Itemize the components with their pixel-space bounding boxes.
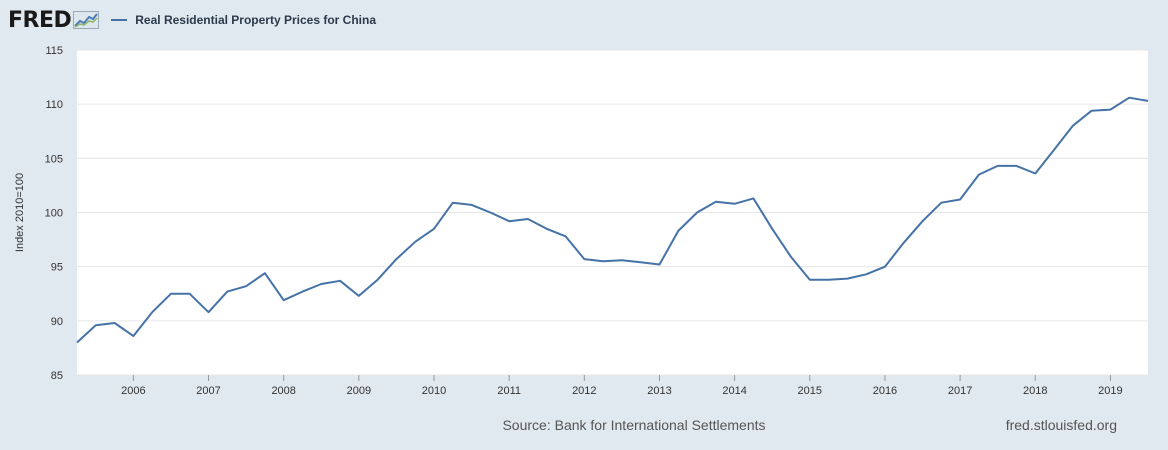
chart-header: FRED Real Residential Property Prices fo…: [8, 6, 376, 34]
x-tick-label: 2007: [196, 385, 220, 397]
x-tick-label: 2013: [647, 385, 671, 397]
y-axis-ticks: 85 90 95 100 105 110 115: [45, 45, 63, 382]
y-axis-label: Index 2010=100: [14, 173, 26, 252]
gridlines: [77, 49, 1148, 376]
y-tick-label: 105: [45, 153, 63, 165]
y-tick-label: 115: [45, 45, 63, 57]
x-tick-label: 2017: [948, 385, 972, 397]
series-line[interactable]: [76, 96, 1149, 344]
fred-logo-text: FRED: [8, 7, 72, 33]
x-tick-label: 2011: [497, 385, 521, 397]
source-note: Source: Bank for International Settlemen…: [502, 417, 766, 433]
x-tick-label: 2010: [422, 385, 446, 397]
fred-logo[interactable]: FRED: [8, 7, 100, 33]
x-tick-label: 2006: [121, 385, 145, 397]
x-tick-label: 2008: [271, 385, 295, 397]
x-tick-label: 2018: [1023, 385, 1047, 397]
x-tick-label: 2016: [873, 385, 897, 397]
x-tick-label: 2019: [1098, 385, 1122, 397]
y-tick-label: 90: [51, 316, 63, 328]
legend: Real Residential Property Prices for Chi…: [111, 13, 376, 27]
legend-swatch: [111, 19, 128, 21]
y-tick-label: 110: [45, 99, 63, 111]
x-tick-label: 2014: [722, 385, 746, 397]
y-tick-label: 95: [51, 262, 63, 274]
x-tick-label: 2009: [347, 385, 371, 397]
trend-graph-icon: [73, 11, 100, 29]
x-tick-label: 2012: [572, 385, 596, 397]
y-tick-label: 100: [45, 208, 63, 220]
site-link[interactable]: fred.stlouisfed.org: [1005, 417, 1117, 433]
legend-series-label[interactable]: Real Residential Property Prices for Chi…: [135, 13, 377, 27]
x-axis-ticks: 2006 2007 2008 2009 2010 2011 2012 2013 2014 2015…: [121, 375, 1123, 397]
y-tick-label: 85: [51, 370, 63, 382]
x-tick-label: 2015: [798, 385, 822, 397]
